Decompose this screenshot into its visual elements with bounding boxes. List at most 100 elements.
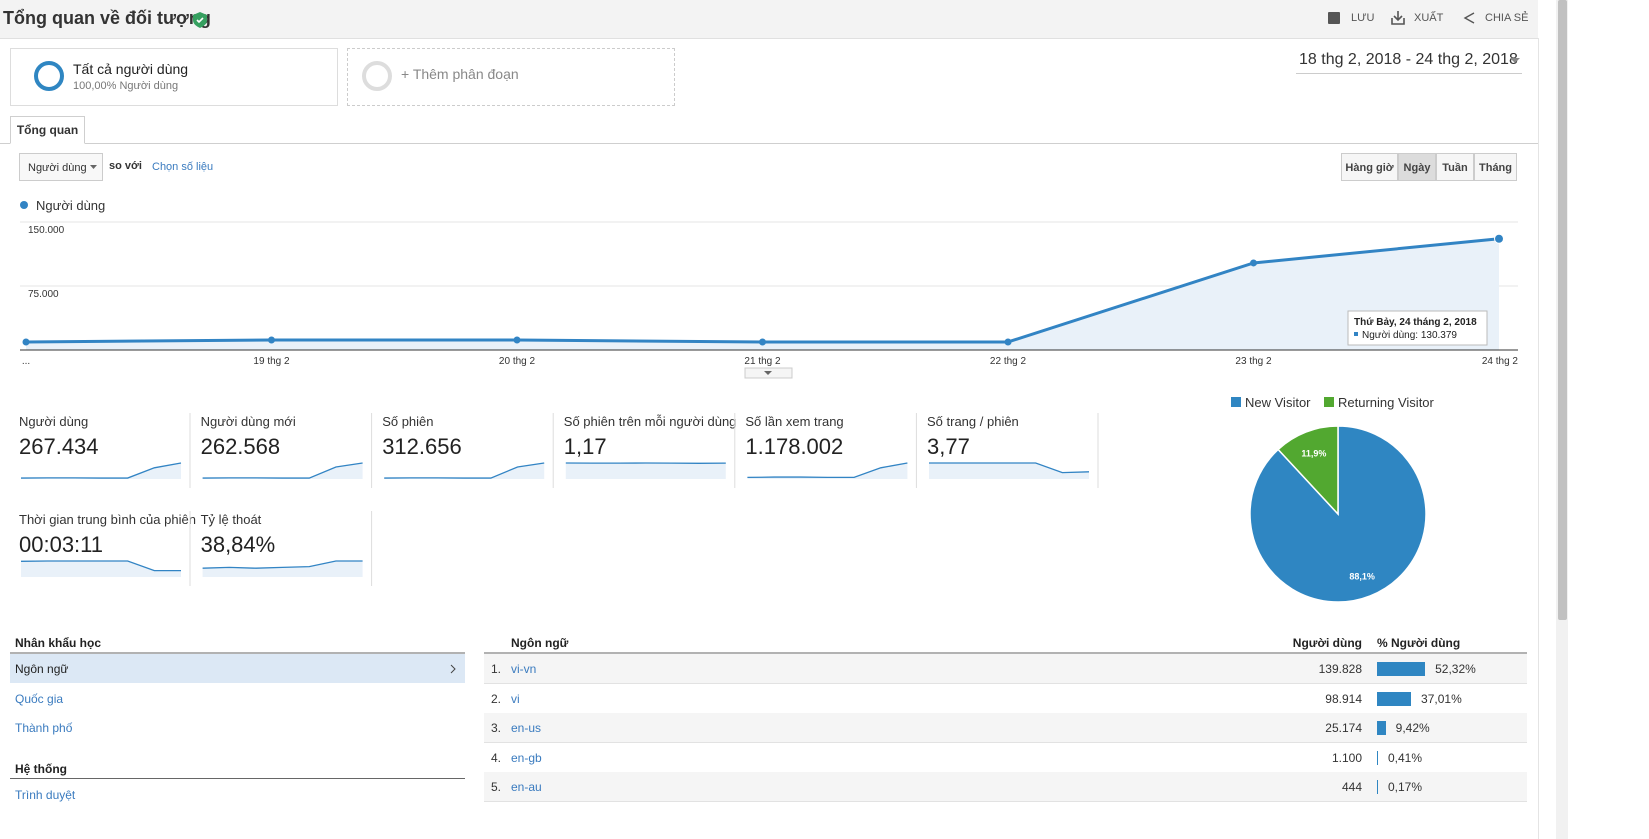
metric-select[interactable]: Người dùng xyxy=(19,153,103,181)
pct-bar xyxy=(1377,780,1378,794)
table-header: Ngôn ngữ xyxy=(511,636,569,650)
header-action[interactable]: LƯU xyxy=(1351,12,1375,24)
sidebar-item[interactable]: Thành phố xyxy=(15,721,73,735)
users: 444 xyxy=(1341,780,1362,794)
collapse-caret xyxy=(764,371,772,375)
legend-label: New Visitor xyxy=(1245,395,1311,410)
scroll-thumb[interactable] xyxy=(1558,0,1567,620)
scorecard-label: Số trang / phiên xyxy=(927,414,1019,429)
scorecard-label: Người dùng xyxy=(19,414,89,429)
rank: 3. xyxy=(491,721,502,735)
sparkline-area xyxy=(21,561,181,577)
language-link[interactable]: vi-vn xyxy=(511,662,537,676)
sparkline-area xyxy=(21,463,181,479)
tooltip-title: Thứ Bảy, 24 tháng 2, 2018 xyxy=(1354,317,1477,328)
sidebar-heading: Hệ thống xyxy=(15,761,67,776)
sparkline xyxy=(747,462,908,479)
tooltip-swatch xyxy=(1354,332,1358,336)
pie-label: 88,1% xyxy=(1349,571,1375,581)
scorecard-value: 312.656 xyxy=(382,434,462,459)
pick-metric[interactable]: Chọn số liệu xyxy=(152,161,214,173)
date-range[interactable]: 18 thg 2, 2018 - 24 thg 2, 2018 xyxy=(1296,51,1522,74)
legend-label: Người dùng xyxy=(36,198,106,213)
sidebar-item[interactable]: Quốc gia xyxy=(15,691,64,706)
pie-label: 11,9% xyxy=(1301,449,1326,459)
interval-button[interactable]: Tháng xyxy=(1474,153,1517,181)
interval-button[interactable]: Hàng giờ xyxy=(1341,153,1398,181)
language-link[interactable]: en-gb xyxy=(511,750,542,765)
pct-label: 0,17% xyxy=(1388,780,1423,794)
sparkline-area xyxy=(747,463,908,479)
pct-bar xyxy=(1377,662,1426,676)
x-tick-label: 23 thg 2 xyxy=(1235,356,1272,367)
date-caret[interactable] xyxy=(1510,58,1520,63)
sidebar-item[interactable]: Trình duyệt xyxy=(15,787,76,802)
sparkline xyxy=(20,462,182,479)
tooltip-text: Người dùng: 130.379 xyxy=(1362,330,1457,341)
segment-add[interactable]: + Thêm phân đoạn xyxy=(401,66,519,82)
tab-line xyxy=(0,143,1538,144)
row-arrow xyxy=(450,664,456,674)
point xyxy=(22,338,30,346)
sparkline xyxy=(202,462,363,479)
x-tick-label: 20 thg 2 xyxy=(499,356,536,367)
tab[interactable]: Tổng quan xyxy=(10,116,85,144)
sidebar-item[interactable]: Ngôn ngữ xyxy=(15,662,69,676)
legend-swatch xyxy=(1324,397,1334,407)
x-tick-label: 24 thg 2 xyxy=(1482,356,1519,367)
export-icon[interactable] xyxy=(1391,11,1405,25)
point xyxy=(759,338,766,346)
scorecard-value: 38,84% xyxy=(200,532,276,557)
x-tick-label: 19 thg 2 xyxy=(253,356,290,367)
scorecard-label: Người dùng mới xyxy=(200,414,296,429)
pct-bar xyxy=(1377,750,1378,765)
tooltip-box xyxy=(1347,310,1488,346)
select-caret xyxy=(90,165,97,169)
rank: 5. xyxy=(491,780,502,794)
segment-box xyxy=(10,48,338,106)
pie-slice xyxy=(1277,425,1339,516)
sparkline xyxy=(384,462,545,479)
x-tick-label: 21 thg 2 xyxy=(744,356,781,367)
table-header: % Người dùng xyxy=(1377,636,1461,650)
language-link[interactable]: en-au xyxy=(511,780,542,794)
segment-name: Tất cả người dùng xyxy=(73,61,189,77)
point xyxy=(268,336,275,344)
language-link[interactable]: vi xyxy=(511,691,520,706)
scorecard-value: 267.434 xyxy=(19,434,99,459)
scorecard-label: Số phiên xyxy=(382,414,434,429)
interval-button[interactable]: Ngày xyxy=(1398,153,1436,181)
pct-label: 37,01% xyxy=(1421,691,1462,706)
users: 1.100 xyxy=(1331,750,1362,765)
pct-label: 52,32% xyxy=(1435,662,1476,676)
x-tick-label: 22 thg 2 xyxy=(990,356,1027,367)
y-tick-label: 150.000 xyxy=(28,225,65,236)
scorecard-value: 1,17 xyxy=(563,434,607,459)
point xyxy=(1250,259,1257,267)
share-icon[interactable] xyxy=(1463,12,1475,24)
legend-dot xyxy=(20,201,28,209)
rank: 2. xyxy=(491,691,502,706)
scorecard-label: Số phiên trên mỗi người dùng xyxy=(563,414,737,429)
table-row xyxy=(484,683,1527,714)
segment-box-add[interactable] xyxy=(347,48,675,106)
sparkline xyxy=(202,560,363,569)
header-action[interactable]: XUẤT xyxy=(1414,12,1444,24)
pct-bar xyxy=(1377,721,1386,735)
interval-button[interactable]: Tuần xyxy=(1436,153,1474,181)
compare-label: so với xyxy=(109,160,142,172)
language-link[interactable]: en-us xyxy=(511,721,542,735)
area xyxy=(26,238,1499,350)
table-row xyxy=(484,772,1527,802)
segment-detail: 100,00% Người dùng xyxy=(73,80,179,92)
scorecard-label: Tỷ lệ thoát xyxy=(200,512,262,527)
legend-label: Returning Visitor xyxy=(1338,395,1435,410)
divider xyxy=(1538,38,1539,839)
users: 139.828 xyxy=(1318,662,1362,676)
sparkline-area xyxy=(202,463,363,479)
pct-label: 9,42% xyxy=(1395,721,1430,735)
pct-bar xyxy=(1377,691,1412,706)
segment-ring-empty xyxy=(362,61,392,91)
header-action[interactable]: CHIA SẺ xyxy=(1485,12,1529,24)
save-icon[interactable] xyxy=(1328,12,1340,24)
